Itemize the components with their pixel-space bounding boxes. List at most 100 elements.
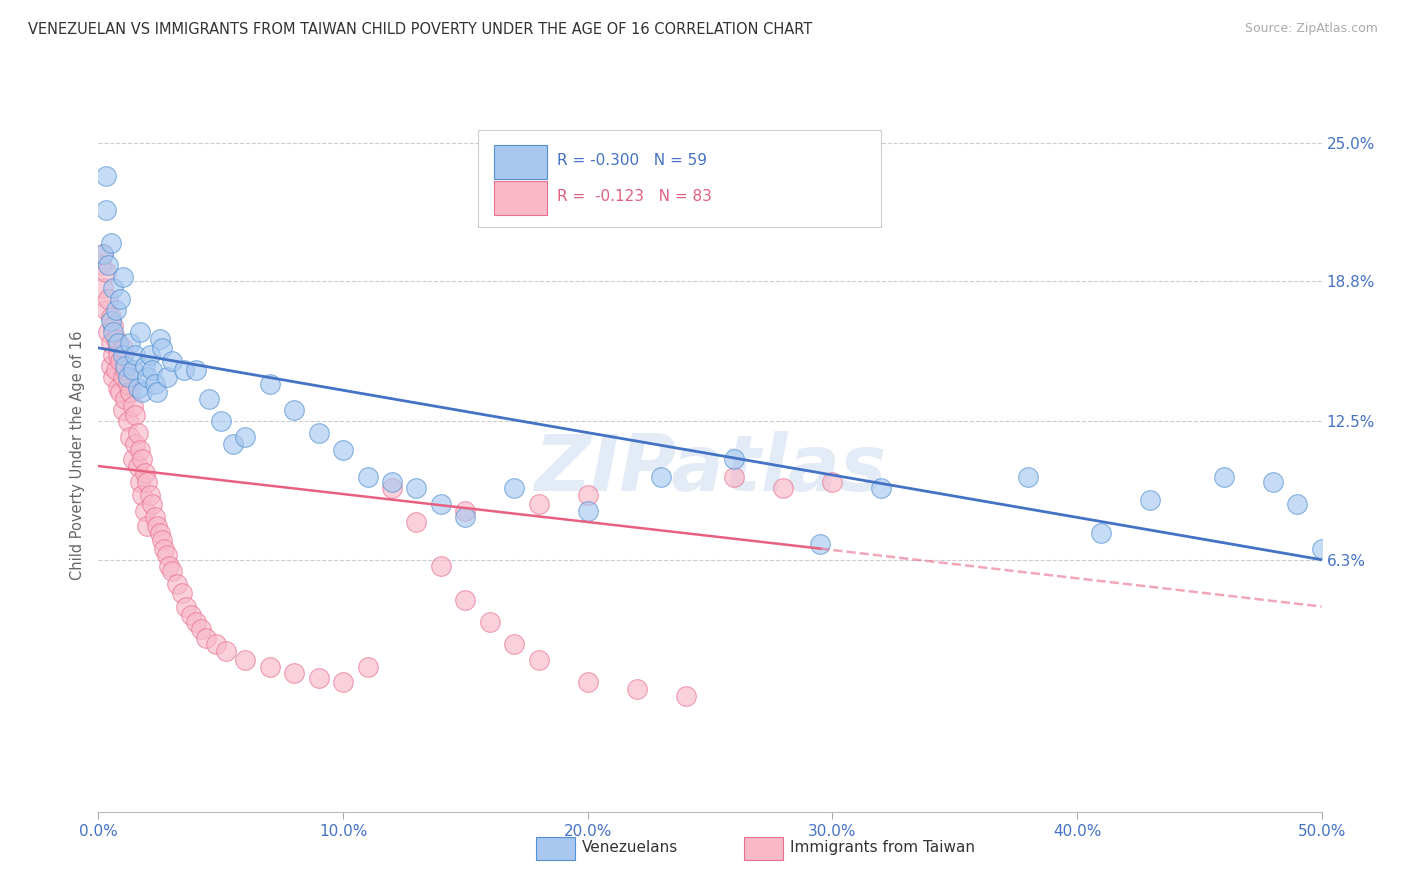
Point bbox=[149, 332, 172, 346]
Point bbox=[131, 385, 153, 400]
Point bbox=[626, 681, 648, 696]
Point bbox=[127, 381, 149, 395]
Point bbox=[1139, 492, 1161, 507]
Point bbox=[100, 236, 122, 251]
Point bbox=[1090, 526, 1112, 541]
Point bbox=[381, 475, 404, 489]
Point bbox=[209, 414, 232, 429]
Point bbox=[650, 470, 672, 484]
Point bbox=[117, 376, 139, 391]
Point bbox=[156, 369, 179, 384]
Point bbox=[91, 247, 114, 261]
Point bbox=[233, 653, 256, 667]
Point bbox=[131, 452, 153, 467]
Point bbox=[195, 631, 218, 645]
Point bbox=[131, 488, 153, 502]
Point bbox=[381, 482, 404, 496]
Point bbox=[205, 637, 228, 651]
Point bbox=[150, 533, 173, 547]
Point bbox=[111, 369, 134, 384]
FancyBboxPatch shape bbox=[744, 837, 783, 860]
Point bbox=[156, 548, 179, 563]
Point bbox=[527, 497, 550, 511]
Point bbox=[1261, 475, 1284, 489]
Point bbox=[576, 503, 599, 517]
Point bbox=[146, 519, 169, 533]
Point bbox=[723, 470, 745, 484]
Point bbox=[170, 586, 193, 600]
Point bbox=[503, 637, 526, 651]
Point bbox=[821, 475, 844, 489]
Text: Immigrants from Taiwan: Immigrants from Taiwan bbox=[790, 840, 974, 855]
Point bbox=[134, 359, 156, 373]
Point bbox=[405, 515, 427, 529]
Point bbox=[190, 622, 212, 636]
Point bbox=[160, 564, 183, 578]
Point bbox=[454, 592, 477, 607]
Point bbox=[134, 466, 156, 480]
Point bbox=[124, 348, 146, 362]
Point bbox=[129, 475, 152, 489]
FancyBboxPatch shape bbox=[494, 181, 547, 215]
Y-axis label: Child Poverty Under the Age of 16: Child Poverty Under the Age of 16 bbox=[70, 330, 86, 580]
Point bbox=[100, 336, 122, 351]
Point bbox=[173, 363, 195, 377]
Point bbox=[101, 280, 124, 294]
Point bbox=[120, 336, 142, 351]
Point bbox=[91, 280, 114, 294]
Point bbox=[110, 385, 132, 400]
Point bbox=[94, 202, 117, 217]
Point bbox=[110, 354, 132, 368]
Point bbox=[121, 452, 143, 467]
Point bbox=[120, 385, 142, 400]
Point bbox=[94, 265, 117, 279]
Point bbox=[308, 425, 330, 440]
Point bbox=[117, 369, 139, 384]
Point bbox=[100, 359, 122, 373]
Point bbox=[104, 332, 127, 346]
Point bbox=[124, 408, 146, 422]
Point bbox=[97, 292, 120, 306]
FancyBboxPatch shape bbox=[536, 837, 575, 860]
Point bbox=[157, 559, 180, 574]
Point bbox=[186, 363, 208, 377]
Point bbox=[94, 303, 117, 318]
Point bbox=[129, 443, 152, 458]
Point bbox=[308, 671, 330, 685]
Point bbox=[139, 488, 162, 502]
Point bbox=[259, 660, 281, 674]
Point bbox=[176, 599, 198, 614]
Point bbox=[723, 452, 745, 467]
Point bbox=[478, 615, 501, 630]
Point bbox=[233, 430, 256, 444]
Point bbox=[1310, 541, 1333, 556]
Point bbox=[110, 292, 132, 306]
Point bbox=[101, 348, 124, 362]
Point bbox=[134, 503, 156, 517]
Point bbox=[141, 497, 163, 511]
Point bbox=[160, 354, 183, 368]
Point bbox=[114, 392, 136, 407]
Point bbox=[127, 425, 149, 440]
Point bbox=[150, 341, 173, 355]
Point bbox=[149, 526, 172, 541]
Point bbox=[332, 675, 354, 690]
Point bbox=[259, 376, 281, 391]
FancyBboxPatch shape bbox=[494, 145, 547, 179]
Point bbox=[111, 348, 134, 362]
Point bbox=[1286, 497, 1309, 511]
Point bbox=[90, 259, 112, 273]
Point bbox=[136, 475, 159, 489]
Point bbox=[104, 363, 127, 377]
Point bbox=[101, 369, 124, 384]
Point bbox=[111, 269, 134, 284]
Point bbox=[197, 392, 219, 407]
Point bbox=[117, 414, 139, 429]
Point bbox=[527, 653, 550, 667]
Point bbox=[146, 385, 169, 400]
Point bbox=[104, 303, 127, 318]
Point bbox=[114, 363, 136, 377]
Point bbox=[111, 403, 134, 417]
Point bbox=[97, 325, 120, 339]
Point bbox=[214, 644, 236, 658]
